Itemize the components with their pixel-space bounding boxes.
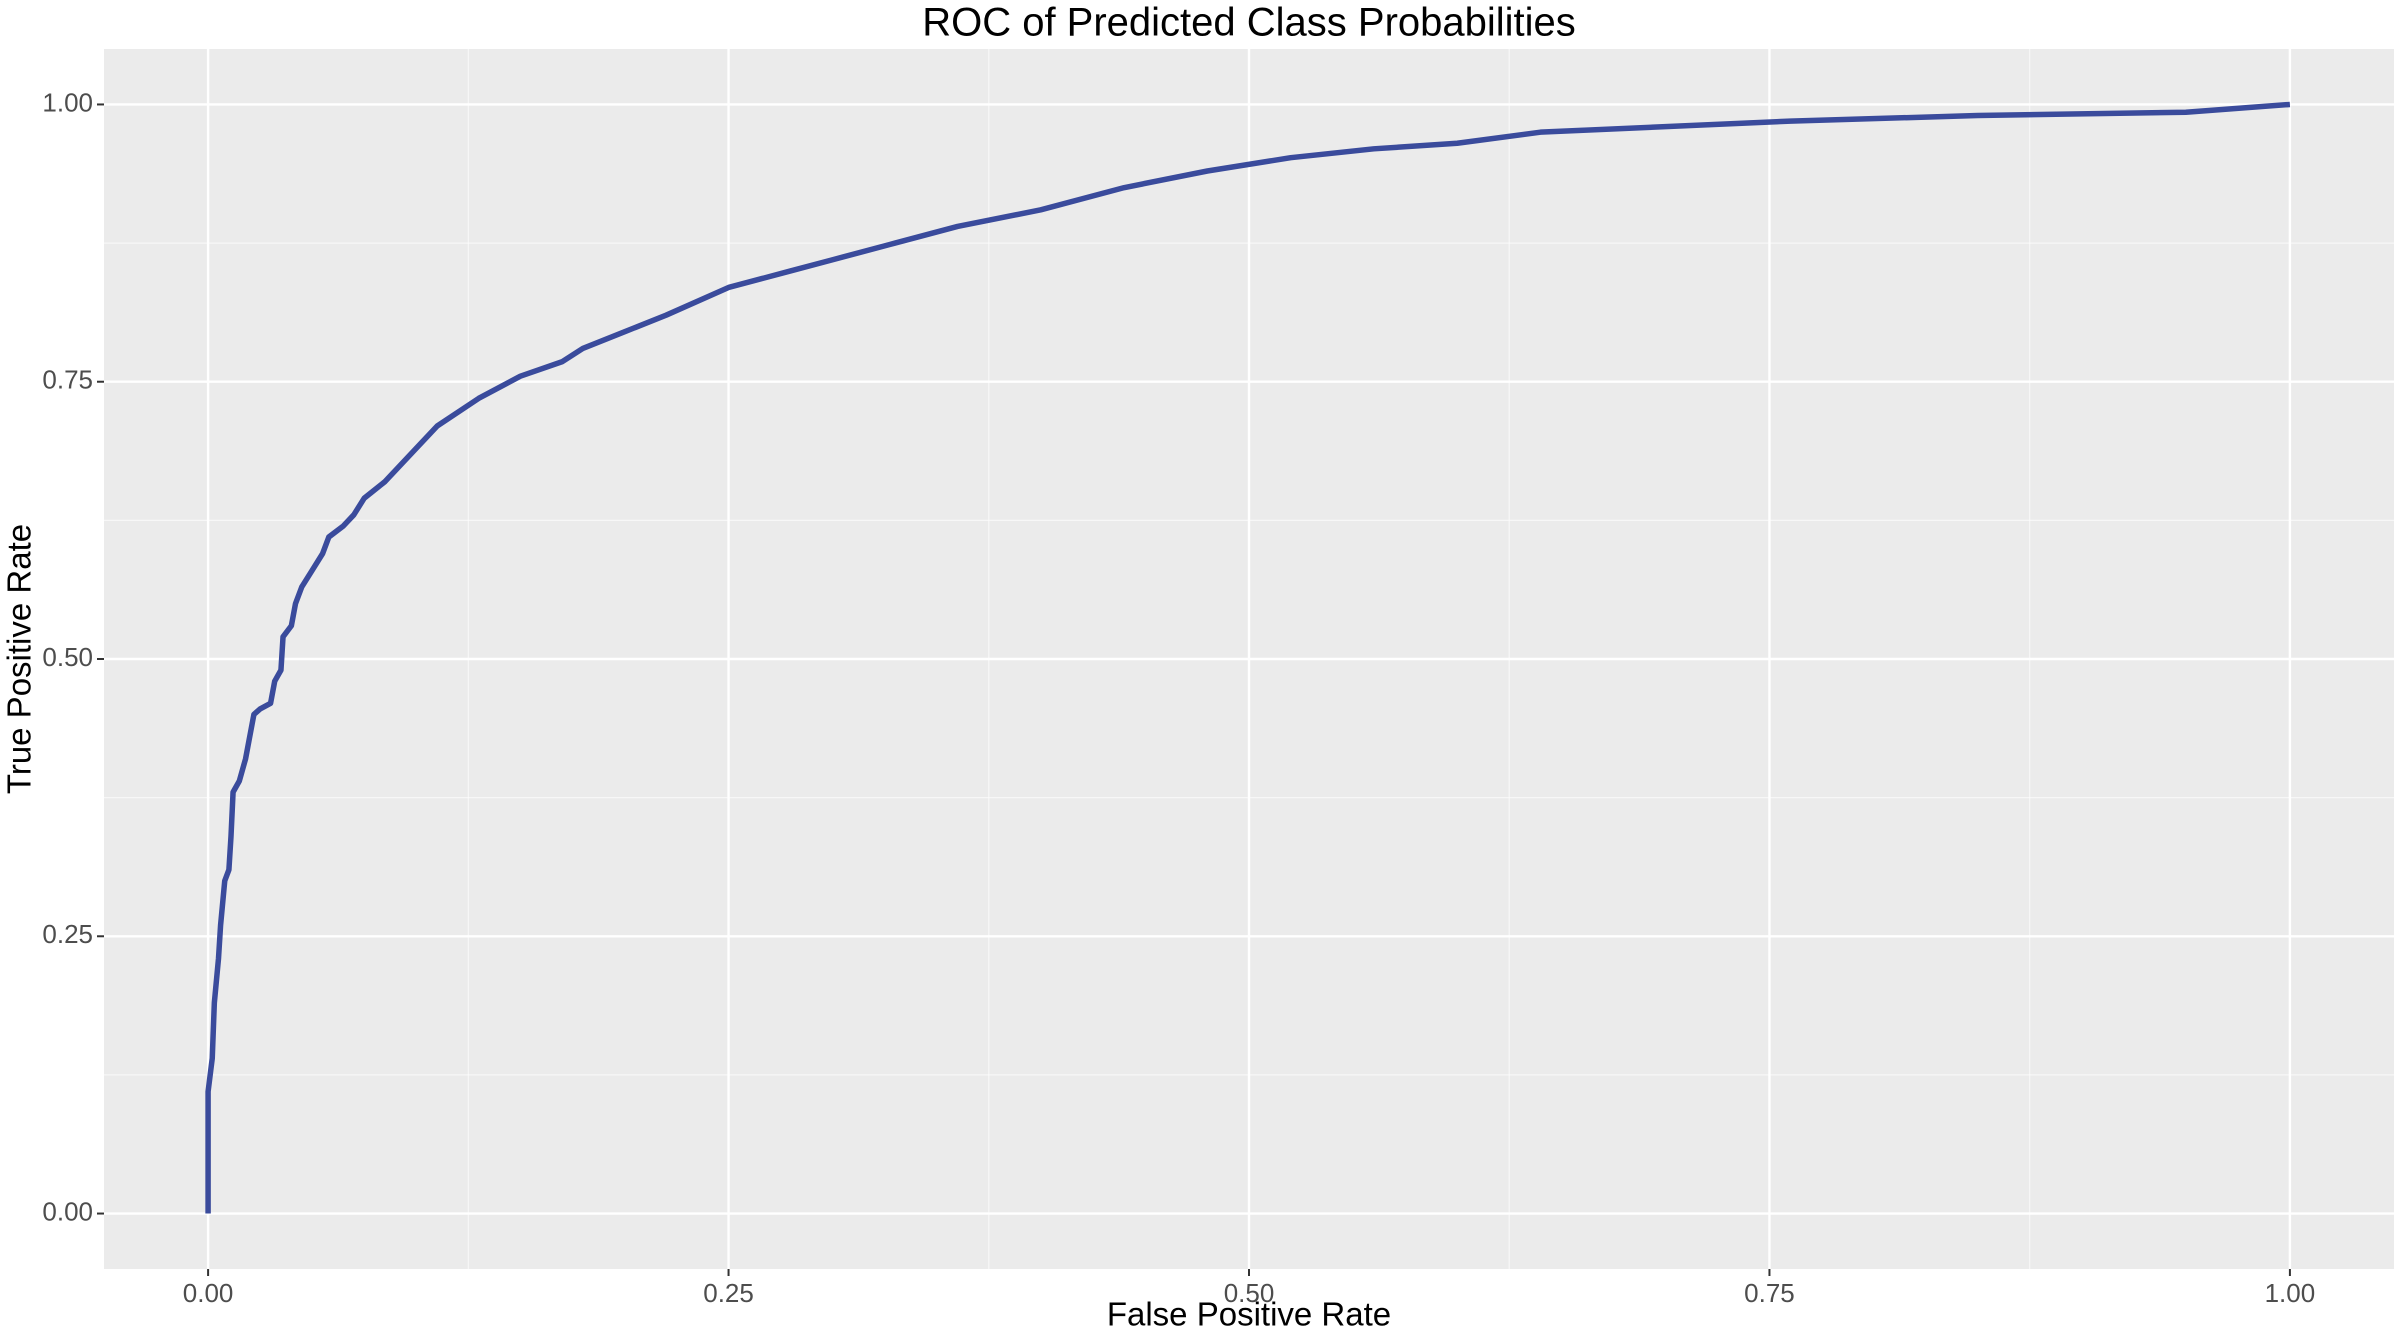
x-axis-title: False Positive Rate — [1107, 1296, 1391, 1333]
x-tick-label: 0.75 — [1744, 1278, 1795, 1308]
y-tick-label: 0.75 — [42, 365, 93, 395]
x-tick-label: 1.00 — [2265, 1278, 2316, 1308]
y-tick-label: 0.25 — [42, 919, 93, 949]
y-axis-title: True Positive Rate — [1, 524, 38, 794]
y-tick-label: 0.00 — [42, 1196, 93, 1226]
y-tick-label: 1.00 — [42, 87, 93, 117]
x-tick-label: 0.25 — [703, 1278, 754, 1308]
y-tick-label: 0.50 — [42, 642, 93, 672]
roc-line — [205, 101, 2291, 1214]
chart-title: ROC of Predicted Class Probabilities — [922, 1, 1576, 45]
x-tick-label: 0.50 — [1224, 1278, 1275, 1308]
x-tick-label: 0.00 — [183, 1278, 234, 1308]
